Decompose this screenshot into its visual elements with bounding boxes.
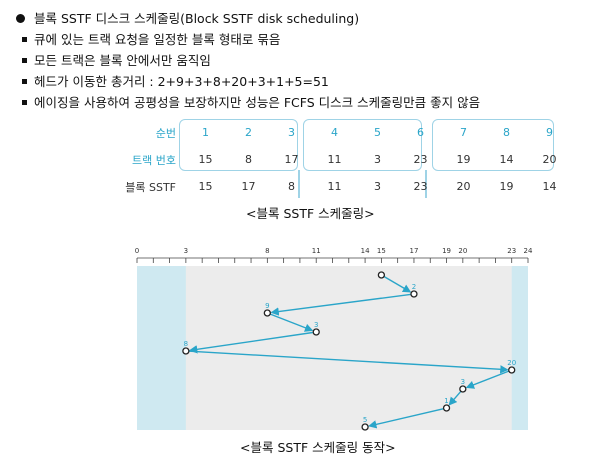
table-separator-1	[298, 170, 300, 198]
table-cell: 8	[288, 180, 295, 193]
head-move-segment	[270, 313, 314, 332]
table-cell: 2	[245, 126, 252, 139]
table-row-order: 순번 1 2 3 4 5 6 7 8 9	[100, 119, 571, 146]
bullet-text-1: 큐에 있는 트랙 요청을 일정한 블록 형태로 묶음	[34, 32, 281, 47]
table-cell: 8	[245, 153, 252, 166]
table-group-3-border	[432, 119, 554, 171]
table-row-track: 트랙 번호 15 8 17 11 3 23 19 14 20	[100, 146, 571, 173]
heading-line: 블록 SSTF 디스크 스케줄링(Block SSTF disk schedul…	[14, 10, 359, 28]
track-point	[182, 347, 190, 355]
table-cell: 19	[456, 153, 471, 166]
tick-label: 3	[184, 247, 188, 255]
bullet-line-1: 큐에 있는 트랙 요청을 일정한 블록 형태로 묶음	[14, 31, 280, 49]
table-cell: 3	[374, 180, 381, 193]
track-point	[361, 423, 369, 431]
bullet-line-3: 헤드가 이동한 총거리 : 2+9+3+8+20+3+1+5=51	[14, 73, 329, 91]
diagram-caption: <블록 SSTF 스케줄링 동작>	[240, 440, 396, 455]
bullet-text-3: 헤드가 이동한 총거리 : 2+9+3+8+20+3+1+5=51	[34, 74, 329, 89]
table-cell: 6	[417, 126, 424, 139]
highlighted-track-range	[511, 266, 528, 430]
tick-label: 8	[265, 247, 269, 255]
track-point	[459, 385, 467, 393]
move-distance-label: 9	[265, 302, 269, 310]
tick-label: 23	[507, 247, 516, 255]
move-distance-label: 2	[412, 283, 416, 291]
table-cell: 8	[503, 126, 510, 139]
bullet-line-4: 에이징을 사용하여 공평성을 보장하지만 성능은 FCFS 디스크 스케줄링만큼…	[14, 94, 480, 112]
tick-label: 14	[361, 247, 370, 255]
track-point	[263, 309, 271, 317]
head-move-segment	[188, 331, 313, 354]
table-cell: 20	[542, 153, 557, 166]
table-cell: 14	[499, 153, 514, 166]
bullet-square-icon	[22, 79, 27, 84]
track-panel	[137, 266, 528, 430]
table-cell: 7	[460, 126, 467, 139]
track-point	[508, 366, 516, 374]
move-distance-label: 3	[314, 321, 318, 329]
table-cell: 19	[499, 180, 514, 193]
bullet-circle-icon	[16, 14, 25, 23]
table-cell: 15	[198, 153, 213, 166]
table-cell: 17	[284, 153, 299, 166]
bullet-text-4: 에이징을 사용하여 공평성을 보장하지만 성능은 FCFS 디스크 스케줄링만큼…	[34, 95, 481, 110]
track-point	[442, 404, 451, 412]
bullet-line-2: 모든 트랙은 블록 안에서만 움직임	[14, 52, 211, 70]
tick-label: 0	[135, 247, 139, 255]
table-caption: <블록 SSTF 스케줄링>	[246, 206, 375, 221]
tick-label: 17	[409, 247, 418, 255]
head-move-segment	[189, 350, 509, 374]
sstf-table: 순번 1 2 3 4 5 6 7 8 9 트랙 번호 15 8 17 11 3 …	[100, 119, 571, 200]
tick-label: 11	[312, 247, 321, 255]
table-group-2-border	[303, 119, 422, 171]
table-cell: 1	[202, 126, 209, 139]
move-distance-label: 8	[184, 340, 188, 348]
table-cell: 15	[198, 180, 213, 193]
track-point	[377, 271, 386, 279]
head-move-segment	[270, 293, 411, 316]
row-label-track: 트랙 번호	[132, 153, 176, 167]
row-label-block-sstf: 블록 SSTF	[125, 180, 176, 194]
table-cell: 14	[542, 180, 557, 193]
table-cell: 20	[456, 180, 471, 193]
track-point	[312, 328, 320, 336]
track-point	[410, 290, 418, 298]
tick-label: 15	[377, 247, 386, 255]
table-cell: 3	[288, 126, 295, 139]
bullet-square-icon	[22, 100, 27, 105]
table-cell: 11	[327, 153, 342, 166]
table-cell: 4	[331, 126, 338, 139]
move-distance-label: 20	[507, 359, 516, 367]
head-move-segment	[448, 391, 462, 406]
heading-text: 블록 SSTF 디스크 스케줄링(Block SSTF disk schedul…	[34, 11, 360, 26]
head-move-segment	[465, 370, 509, 389]
tick-label: 24	[524, 247, 533, 255]
table-row-block-sstf: 블록 SSTF 15 17 8 11 3 23 20 19 14	[100, 173, 571, 200]
table-cell: 11	[327, 180, 342, 193]
table-cell: 23	[413, 153, 428, 166]
move-distance-label: 3	[461, 378, 465, 386]
tick-label: 19	[442, 247, 451, 255]
table-cell: 23	[413, 180, 428, 193]
bullet-square-icon	[22, 58, 27, 63]
table-separator-2	[425, 170, 427, 198]
bullet-square-icon	[22, 37, 27, 42]
table-cell: 9	[546, 126, 553, 139]
table-cell: 3	[374, 153, 381, 166]
table-cell: 5	[374, 126, 381, 139]
row-label-order: 순번	[155, 126, 176, 140]
table-group-1-border	[179, 119, 298, 171]
tick-label: 20	[458, 247, 467, 255]
bullet-text-2: 모든 트랙은 블록 안에서만 움직임	[34, 53, 211, 68]
move-distance-label: 5	[363, 416, 367, 424]
table-cell: 17	[241, 180, 256, 193]
move-distance-label: 1	[444, 397, 448, 405]
head-move-segment	[384, 276, 412, 293]
highlighted-track-range	[137, 266, 186, 430]
head-move-segment	[368, 408, 444, 429]
